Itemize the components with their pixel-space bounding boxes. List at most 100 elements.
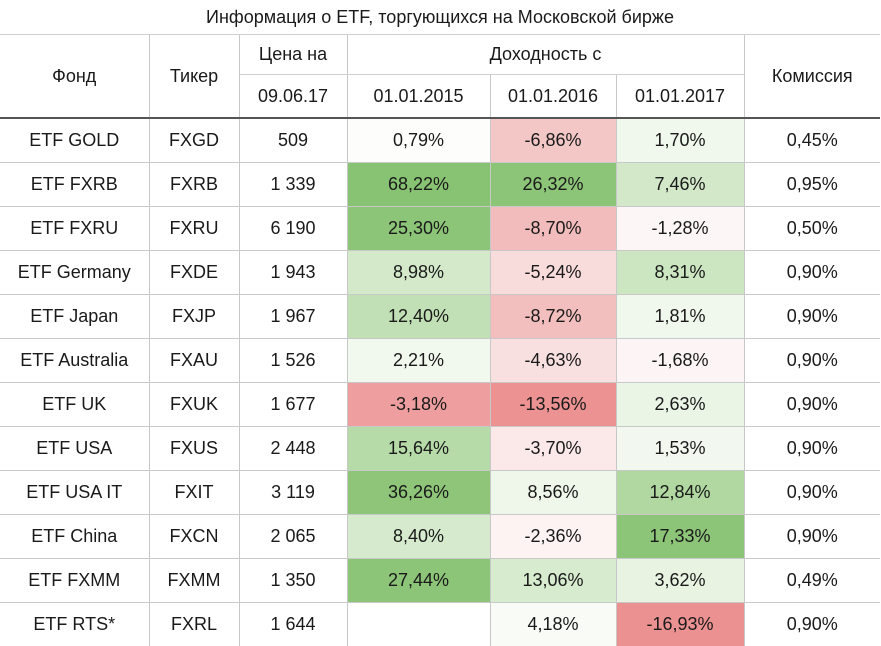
fund-cell: ETF USA	[0, 427, 149, 471]
fund-cell: ETF UK	[0, 383, 149, 427]
return-2017-cell: 3,62%	[616, 559, 744, 603]
header-2016: 01.01.2016	[490, 75, 616, 119]
price-cell: 3 119	[239, 471, 347, 515]
return-2017-cell: 7,46%	[616, 163, 744, 207]
return-2015-cell	[347, 603, 490, 646]
header-price-line1: Цена на	[239, 35, 347, 75]
return-2016-cell: -13,56%	[490, 383, 616, 427]
price-cell: 509	[239, 118, 347, 163]
header-2017: 01.01.2017	[616, 75, 744, 119]
price-cell: 2 065	[239, 515, 347, 559]
return-2015-cell: 15,64%	[347, 427, 490, 471]
header-price-line2: 09.06.17	[239, 75, 347, 119]
fund-cell: ETF Australia	[0, 339, 149, 383]
price-cell: 1 339	[239, 163, 347, 207]
ticker-cell: FXDE	[149, 251, 239, 295]
commission-cell: 0,90%	[744, 339, 880, 383]
return-2016-cell: -6,86%	[490, 118, 616, 163]
fund-cell: ETF Germany	[0, 251, 149, 295]
return-2017-cell: 1,81%	[616, 295, 744, 339]
commission-cell: 0,45%	[744, 118, 880, 163]
ticker-cell: FXRB	[149, 163, 239, 207]
return-2015-cell: 2,21%	[347, 339, 490, 383]
fund-cell: ETF USA IT	[0, 471, 149, 515]
return-2015-cell: 36,26%	[347, 471, 490, 515]
commission-cell: 0,49%	[744, 559, 880, 603]
return-2017-cell: 1,53%	[616, 427, 744, 471]
return-2016-cell: -2,36%	[490, 515, 616, 559]
return-2017-cell: -1,68%	[616, 339, 744, 383]
header-returns-since: Доходность с	[347, 35, 744, 75]
return-2017-cell: 1,70%	[616, 118, 744, 163]
return-2015-cell: 12,40%	[347, 295, 490, 339]
return-2016-cell: -5,24%	[490, 251, 616, 295]
fund-cell: ETF Japan	[0, 295, 149, 339]
return-2015-cell: -3,18%	[347, 383, 490, 427]
price-cell: 6 190	[239, 207, 347, 251]
commission-cell: 0,90%	[744, 515, 880, 559]
return-2016-cell: -8,70%	[490, 207, 616, 251]
header-ticker: Тикер	[149, 35, 239, 119]
commission-cell: 0,95%	[744, 163, 880, 207]
ticker-cell: FXCN	[149, 515, 239, 559]
commission-cell: 0,50%	[744, 207, 880, 251]
return-2017-cell: -1,28%	[616, 207, 744, 251]
return-2017-cell: 8,31%	[616, 251, 744, 295]
commission-cell: 0,90%	[744, 295, 880, 339]
return-2016-cell: 26,32%	[490, 163, 616, 207]
return-2017-cell: 12,84%	[616, 471, 744, 515]
price-cell: 1 644	[239, 603, 347, 646]
return-2016-cell: 4,18%	[490, 603, 616, 646]
fund-cell: ETF FXMM	[0, 559, 149, 603]
return-2016-cell: -8,72%	[490, 295, 616, 339]
return-2016-cell: -4,63%	[490, 339, 616, 383]
fund-cell: ETF FXRB	[0, 163, 149, 207]
return-2015-cell: 8,40%	[347, 515, 490, 559]
price-cell: 2 448	[239, 427, 347, 471]
ticker-cell: FXRL	[149, 603, 239, 646]
return-2015-cell: 0,79%	[347, 118, 490, 163]
return-2017-cell: 17,33%	[616, 515, 744, 559]
fund-cell: ETF China	[0, 515, 149, 559]
header-2015: 01.01.2015	[347, 75, 490, 119]
fund-cell: ETF FXRU	[0, 207, 149, 251]
commission-cell: 0,90%	[744, 251, 880, 295]
ticker-cell: FXMM	[149, 559, 239, 603]
header-commission: Комиссия	[744, 35, 880, 119]
commission-cell: 0,90%	[744, 471, 880, 515]
ticker-cell: FXJP	[149, 295, 239, 339]
commission-cell: 0,90%	[744, 383, 880, 427]
return-2015-cell: 68,22%	[347, 163, 490, 207]
return-2015-cell: 8,98%	[347, 251, 490, 295]
return-2017-cell: -16,93%	[616, 603, 744, 646]
header-fund: Фонд	[0, 35, 149, 119]
price-cell: 1 943	[239, 251, 347, 295]
fund-cell: ETF RTS*	[0, 603, 149, 646]
return-2015-cell: 25,30%	[347, 207, 490, 251]
fund-cell: ETF GOLD	[0, 118, 149, 163]
ticker-cell: FXAU	[149, 339, 239, 383]
return-2017-cell: 2,63%	[616, 383, 744, 427]
commission-cell: 0,90%	[744, 427, 880, 471]
ticker-cell: FXGD	[149, 118, 239, 163]
ticker-cell: FXIT	[149, 471, 239, 515]
price-cell: 1 677	[239, 383, 347, 427]
price-cell: 1 350	[239, 559, 347, 603]
price-cell: 1 967	[239, 295, 347, 339]
return-2016-cell: -3,70%	[490, 427, 616, 471]
table-title: Информация о ETF, торгующихся на Московс…	[0, 0, 880, 35]
commission-cell: 0,90%	[744, 603, 880, 646]
price-cell: 1 526	[239, 339, 347, 383]
return-2016-cell: 8,56%	[490, 471, 616, 515]
